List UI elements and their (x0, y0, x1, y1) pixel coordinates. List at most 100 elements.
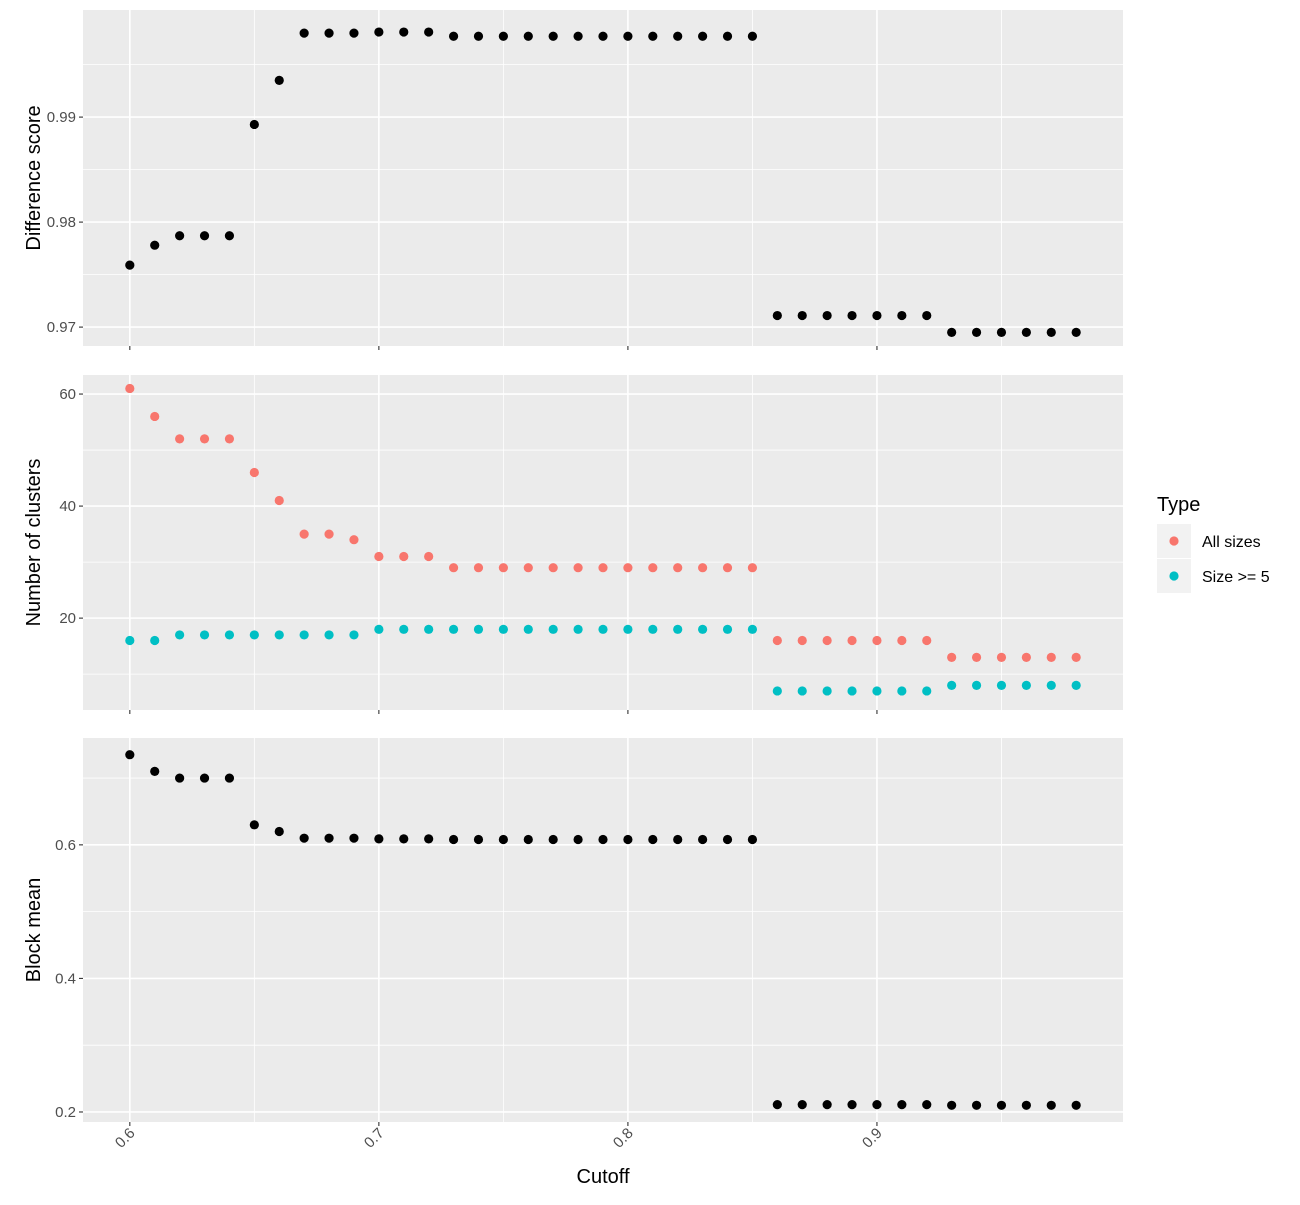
data-point (1071, 652, 1081, 662)
data-point (872, 686, 882, 696)
data-point (249, 630, 259, 640)
data-point (722, 834, 733, 845)
panel-background-3 (83, 738, 1123, 1122)
data-point (224, 630, 235, 640)
data-point (598, 624, 608, 634)
data-point (922, 635, 932, 646)
data-point (299, 630, 309, 640)
data-point (249, 467, 259, 478)
data-point (374, 27, 384, 37)
legend-label: All sizes (1202, 534, 1261, 551)
data-point (897, 310, 907, 321)
data-point (1021, 652, 1031, 662)
data-point (648, 31, 658, 41)
data-point (125, 750, 135, 760)
legend-label: Size >= 5 (1202, 569, 1270, 586)
data-point (1071, 327, 1081, 337)
data-point (349, 28, 359, 38)
data-point (872, 635, 882, 646)
data-point (1046, 680, 1056, 690)
data-point (996, 327, 1007, 337)
data-point (498, 624, 508, 634)
y-tick-label: 0.99 (47, 109, 76, 126)
data-point (150, 240, 160, 250)
data-point (523, 563, 533, 573)
data-point (872, 310, 882, 321)
data-point (523, 31, 533, 41)
data-point (698, 31, 708, 41)
data-point (847, 310, 857, 321)
data-point (747, 563, 758, 573)
data-point (922, 686, 932, 696)
data-point (623, 563, 633, 573)
data-point (1021, 680, 1031, 690)
data-point (424, 624, 434, 634)
data-point (1071, 1100, 1081, 1110)
y-tick-label: 0.4 (55, 970, 76, 987)
data-point (573, 563, 583, 573)
data-point (797, 686, 807, 696)
data-point (772, 686, 782, 696)
data-point (324, 529, 334, 539)
data-point (947, 1100, 957, 1110)
y-tick-label: 0.6 (55, 837, 76, 854)
data-point (747, 834, 758, 845)
data-point (199, 773, 210, 783)
data-point (822, 310, 832, 321)
data-point (947, 327, 957, 337)
data-point (971, 327, 982, 337)
data-point (1021, 327, 1031, 337)
data-point (673, 624, 683, 634)
data-point (623, 624, 633, 634)
data-point (822, 635, 832, 646)
data-point (673, 563, 683, 573)
data-point (996, 680, 1007, 690)
data-point (971, 680, 982, 690)
data-point (722, 563, 733, 573)
data-point (150, 411, 160, 422)
data-point (448, 31, 459, 41)
data-point (299, 28, 309, 38)
data-point (648, 624, 658, 634)
data-point (698, 563, 708, 573)
data-point (797, 635, 807, 646)
data-point (722, 31, 733, 41)
data-point (473, 563, 484, 573)
data-point (573, 834, 583, 845)
data-point (573, 31, 583, 41)
data-point (722, 624, 733, 634)
y-tick-label: 0.2 (55, 1104, 76, 1121)
data-point (175, 630, 185, 640)
data-point (897, 686, 907, 696)
data-point (448, 563, 459, 573)
data-point (175, 231, 185, 241)
data-point (648, 834, 658, 845)
data-point (996, 652, 1007, 662)
legend-title: Type (1157, 494, 1200, 516)
data-point (249, 119, 259, 130)
data-point (374, 551, 384, 562)
data-point (971, 652, 982, 662)
data-point (299, 529, 309, 539)
x-tick-label: 0.6 (112, 1125, 139, 1152)
data-point (324, 28, 334, 38)
data-point (1046, 652, 1056, 662)
data-point (822, 1100, 832, 1110)
data-point (947, 652, 957, 662)
data-point (598, 834, 608, 845)
data-point (448, 624, 459, 634)
data-point (424, 834, 434, 844)
data-point (399, 551, 409, 562)
data-point (996, 1100, 1007, 1110)
data-point (797, 310, 807, 321)
data-point (498, 31, 508, 41)
data-point (548, 624, 558, 634)
data-point (448, 834, 459, 845)
x-tick-label: 0.8 (610, 1125, 637, 1152)
data-point (349, 535, 359, 545)
data-point (175, 434, 185, 444)
data-point (548, 834, 558, 845)
data-point (374, 834, 384, 844)
